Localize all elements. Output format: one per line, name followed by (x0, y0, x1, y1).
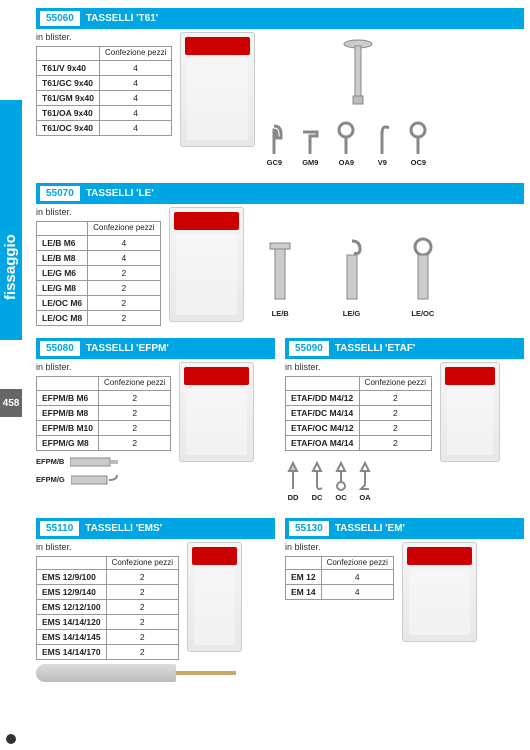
spec-table: Confezione pezzi T61/V 9x404T61/GC 9x404… (36, 46, 172, 136)
toggle-icon (357, 461, 373, 491)
section-efpm: 55080TASSELLI 'EFPM' in blister. Confezi… (36, 338, 275, 506)
section-ems: 55110TASSELLI 'EMS' in blister. Confezio… (36, 518, 275, 683)
anchor-thumb-icon (70, 455, 120, 469)
table-row: EMS 14/14/1702 (37, 645, 179, 660)
product-code: 55060 (40, 11, 80, 26)
anchor-icon (338, 36, 378, 106)
anchor-icon (260, 237, 300, 307)
table-row: LE/OC M82 (37, 310, 161, 325)
hook-icon (371, 120, 393, 156)
table-row: LE/G M82 (37, 280, 161, 295)
spec-table: Confezione pezziLE/B M64LE/B M84LE/G M62… (36, 221, 161, 326)
toggle-icon (285, 461, 301, 491)
hook-icon (335, 120, 357, 156)
section-etaf: 55090TASSELLI 'ETAF' in blister. Confezi… (285, 338, 524, 506)
note: in blister. (36, 32, 172, 42)
blister-image (187, 542, 242, 652)
anchor-hook-icon (332, 237, 372, 307)
spec-table: Confezione pezziETAF/DD M4/122ETAF/DC M4… (285, 376, 432, 451)
plug-icon (36, 664, 176, 682)
table-row: EMS 14/14/1202 (37, 615, 179, 630)
icon-group: GC9 GM9 OA9 V9 OC9 (263, 32, 453, 171)
col-header: Confezione pezzi (99, 47, 171, 61)
table-row: EMS 12/12/1002 (37, 600, 179, 615)
spec-table: Confezione pezziEM 124EM 144 (285, 556, 394, 601)
table-row: EM 144 (286, 585, 394, 600)
table-row: EMS 12/9/1002 (37, 570, 179, 585)
section-em: 55130TASSELLI 'EM' in blister. Confezion… (285, 518, 524, 683)
tab-label: fissaggio (2, 234, 19, 300)
table-row: T61/OC 9x404 (37, 120, 172, 135)
anchor-ring-icon (403, 237, 443, 307)
table-row: LE/OC M62 (37, 295, 161, 310)
table-row: ETAF/DD M4/122 (286, 390, 432, 405)
table-row: EFPM/B M62 (37, 390, 171, 405)
table-row: T61/V 9x404 (37, 60, 172, 75)
table-row: ETAF/OC M4/122 (286, 420, 432, 435)
table-row: T61/GM 9x404 (37, 90, 172, 105)
side-tab: fissaggio (0, 100, 22, 340)
product-title: TASSELLI 'T61' (86, 13, 158, 24)
hook-icon (263, 124, 285, 156)
blister-image (179, 362, 254, 462)
anchor-hook-thumb-icon (71, 473, 121, 487)
ring-icon (407, 120, 429, 156)
table-row: ETAF/DC M4/142 (286, 405, 432, 420)
toggle-icon (309, 461, 325, 491)
page-number: 458 (0, 389, 22, 417)
table-row: LE/B M84 (37, 250, 161, 265)
table-row: T61/OA 9x404 (37, 105, 172, 120)
table-row: EMS 12/9/1402 (37, 585, 179, 600)
toggle-icon (333, 461, 349, 491)
footer-dot (6, 734, 16, 744)
blister-image (440, 362, 500, 462)
blister-image (169, 207, 244, 322)
table-row: EFPM/B M102 (37, 420, 171, 435)
blister-image (402, 542, 477, 642)
hook-icon (299, 124, 321, 156)
blister-image (180, 32, 255, 147)
table-row: T61/GC 9x404 (37, 75, 172, 90)
table-row: LE/B M64 (37, 235, 161, 250)
table-row: EFPM/G M82 (37, 435, 171, 450)
section-header: 55060 TASSELLI 'T61' (36, 8, 524, 29)
section-le: 55070TASSELLI 'LE' in blister. Confezion… (36, 183, 524, 326)
table-row: LE/G M62 (37, 265, 161, 280)
table-row: EM 124 (286, 570, 394, 585)
table-row: EFPM/B M82 (37, 405, 171, 420)
table-row: EMS 14/14/1452 (37, 630, 179, 645)
spec-table: Confezione pezziEFPM/B M62EFPM/B M82EFPM… (36, 376, 171, 451)
section-t61: 55060 TASSELLI 'T61' in blister. Confezi… (36, 8, 524, 171)
table-row: ETAF/OA M4/142 (286, 435, 432, 450)
spec-table: Confezione pezziEMS 12/9/1002EMS 12/9/14… (36, 556, 179, 661)
